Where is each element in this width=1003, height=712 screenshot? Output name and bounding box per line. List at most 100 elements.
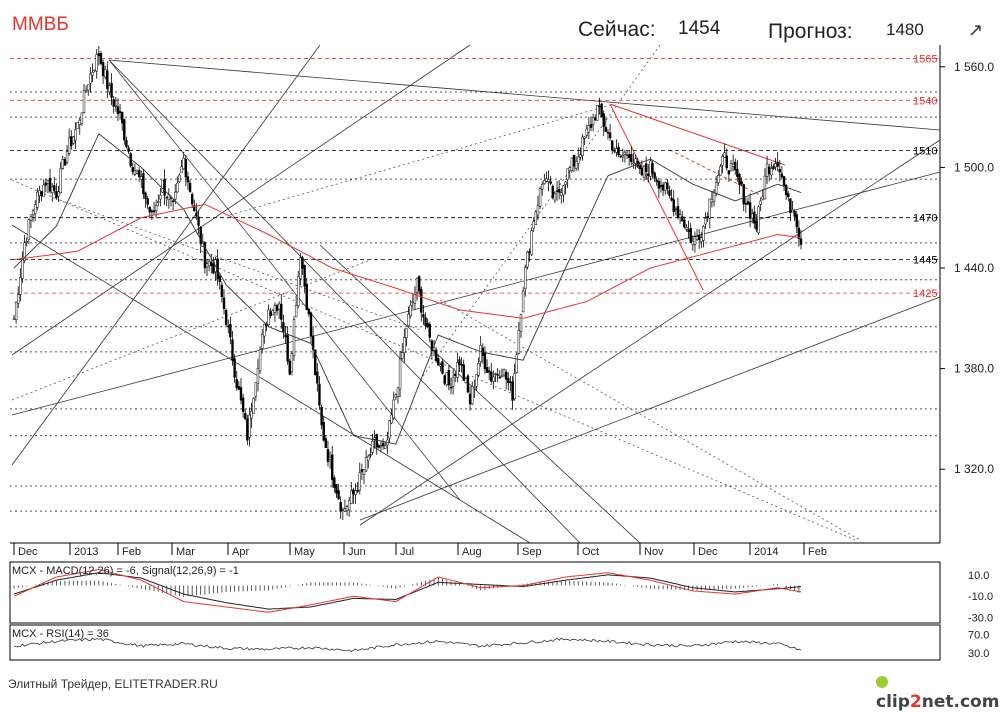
price-bar-body xyxy=(507,378,510,384)
price-bar-body xyxy=(237,386,241,390)
price-bar-body xyxy=(778,169,781,173)
macd-tick-label: -30.0 xyxy=(968,613,993,625)
price-bar-body xyxy=(577,156,580,164)
price-bar-body xyxy=(434,349,438,362)
price-bar-body xyxy=(591,117,595,125)
price-bar-body xyxy=(770,168,773,176)
trend-line xyxy=(108,59,461,501)
price-bar-body xyxy=(360,469,364,472)
price-bar-body xyxy=(541,184,544,190)
price-bar-body xyxy=(280,303,283,320)
price-bar-body xyxy=(706,216,709,218)
red-trend-line xyxy=(609,103,786,166)
x-tick-label: Nov xyxy=(644,546,664,558)
price-bar-body xyxy=(328,456,332,460)
x-tick-label: Apr xyxy=(232,546,249,558)
price-bar-body xyxy=(734,161,737,171)
price-bar-body xyxy=(231,339,234,361)
price-bar-body xyxy=(413,293,417,304)
price-bar-body xyxy=(335,484,338,494)
red-trend-line xyxy=(669,149,761,196)
price-bar-body xyxy=(72,136,75,144)
price-bar-body xyxy=(101,62,105,77)
price-bar-body xyxy=(303,265,306,287)
trend-arrow-icon: ↗ xyxy=(968,20,984,40)
price-bar-body xyxy=(248,414,251,438)
price-bar-body xyxy=(519,314,523,332)
price-bar-body xyxy=(479,344,482,363)
price-bar-body xyxy=(347,500,351,511)
price-bar-body xyxy=(487,370,491,373)
price-bar-body xyxy=(44,182,48,186)
price-bar-body xyxy=(428,323,431,338)
price-bar-body xyxy=(256,368,260,384)
price-bar-body xyxy=(282,321,285,333)
y-tick-label: 1 560.0 xyxy=(954,60,994,74)
price-bar-body xyxy=(48,178,52,192)
macd-panel-frame xyxy=(9,561,941,624)
level-label-1470: 1470 xyxy=(913,213,937,225)
price-chart: 1565 1540 1510 1470 1445 1425 1 560.0 1 500.0 1… xyxy=(9,44,994,661)
price-bar-body xyxy=(384,445,387,449)
price-bar-body xyxy=(666,182,669,190)
price-bar-body xyxy=(258,349,262,372)
price-bar-body xyxy=(89,73,92,84)
price-bar-body xyxy=(420,288,423,313)
price-bar-body xyxy=(133,170,137,175)
price-bar-body xyxy=(731,163,735,167)
price-bar-body xyxy=(538,188,542,207)
price-bar-body xyxy=(721,156,724,166)
trend-line xyxy=(439,299,861,541)
price-bar-body xyxy=(581,136,584,156)
logo-two: 2 xyxy=(909,692,922,712)
price-bar-body xyxy=(36,191,39,208)
price-bar-body xyxy=(322,422,325,441)
price-bar-body xyxy=(254,382,258,397)
price-bar-body xyxy=(799,238,803,245)
price-bar-body xyxy=(110,83,113,98)
price-bar-body xyxy=(422,314,425,318)
price-bar-body xyxy=(500,375,504,378)
price-bar-body xyxy=(670,197,673,201)
price-bar-body xyxy=(659,185,663,187)
price-bar-body xyxy=(789,198,792,214)
price-bar-body xyxy=(246,418,249,441)
price-bar-body xyxy=(207,261,211,267)
price-bar-body xyxy=(424,317,427,326)
price-bar-body xyxy=(235,379,238,389)
price-bar-body xyxy=(797,227,801,239)
trend-line xyxy=(359,139,941,526)
price-bar-body xyxy=(598,105,601,107)
price-bar-body xyxy=(271,310,274,316)
price-bar-body xyxy=(449,386,453,389)
price-bar-body xyxy=(407,313,410,327)
price-bar-body xyxy=(723,152,726,158)
price-bar-body xyxy=(517,329,521,354)
current-value: 1454 xyxy=(678,18,721,39)
x-tick-label: Mar xyxy=(176,546,195,558)
price-bar-body xyxy=(330,454,334,480)
price-bar-body xyxy=(549,181,552,184)
price-bar-body xyxy=(80,112,84,124)
price-bar-body xyxy=(477,363,480,376)
price-bar-body xyxy=(502,369,506,376)
price-bar-body xyxy=(352,489,355,495)
price-bar-body xyxy=(689,228,692,243)
x-tick-label: Jul xyxy=(400,546,414,558)
price-bar-body xyxy=(398,358,402,390)
price-bar-body xyxy=(439,364,442,367)
price-bar-body xyxy=(55,190,58,199)
price-bar-body xyxy=(763,175,767,200)
source-credit: Элитный Трейдер, ELITETRADER.RU xyxy=(8,677,218,691)
rsi-tick-label: 30.0 xyxy=(968,648,989,660)
level-label-1445: 1445 xyxy=(913,255,937,267)
forecast-label: Прогноз: xyxy=(768,20,853,43)
price-bar-body xyxy=(560,192,563,196)
price-bar-body xyxy=(297,276,300,306)
price-bar-body xyxy=(532,221,535,229)
price-bar-body xyxy=(180,166,183,174)
price-bar-body xyxy=(714,182,718,194)
rsi-tick-label: 70.0 xyxy=(968,629,989,641)
price-bar-body xyxy=(93,69,96,72)
price-bar-body xyxy=(475,374,478,387)
